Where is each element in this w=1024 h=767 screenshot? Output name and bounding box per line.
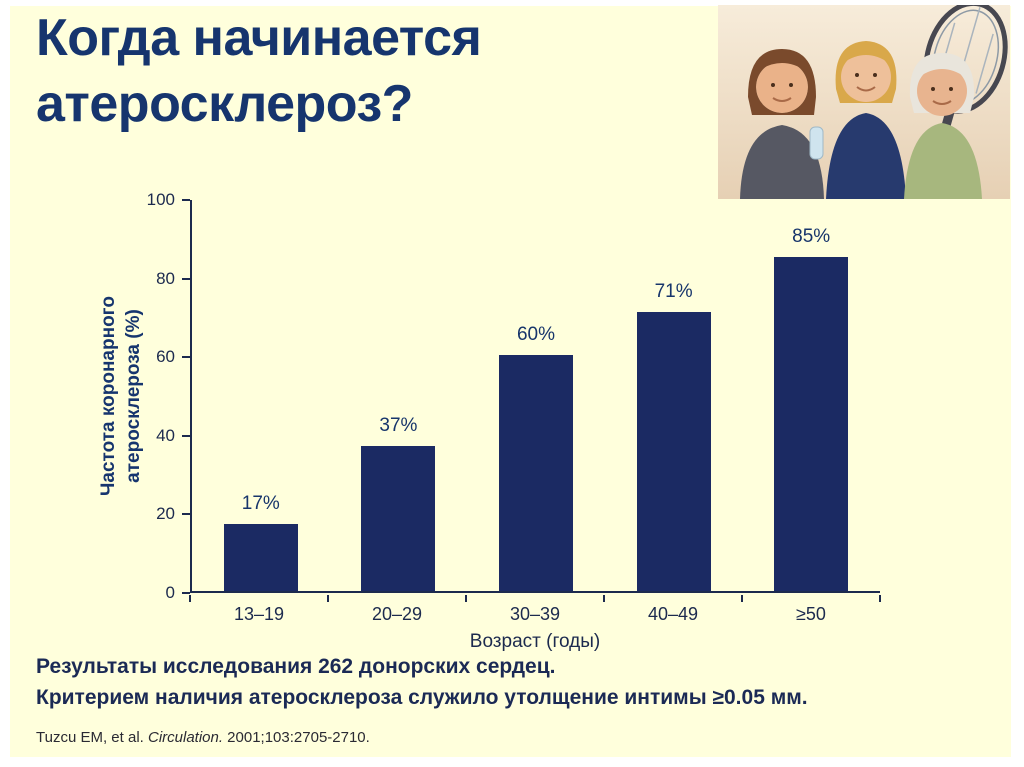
- bar-column: 71%: [605, 200, 743, 591]
- x-category-label: 30–39: [509, 604, 561, 624]
- x-axis-ticks: [189, 595, 881, 602]
- category-row: 13–19 20–29 30–39 40–49 ≥50: [190, 604, 880, 625]
- y-tick: 20: [156, 504, 190, 524]
- bar-column: 60%: [467, 200, 605, 591]
- y-tick-label: 0: [165, 583, 175, 602]
- bar: [774, 256, 849, 591]
- bar: [498, 355, 573, 591]
- y-axis-ticks: 0 20 40 60 80 100: [122, 190, 190, 602]
- x-tick-mark: [465, 595, 467, 602]
- citation-journal: Circulation.: [147, 729, 224, 746]
- title-line-2: атеросклероз?: [36, 74, 413, 133]
- y-tick-label: 60: [156, 347, 175, 367]
- plot-area: 17% 37% 60% 71% 85%: [190, 200, 880, 593]
- x-tick-mark: [327, 595, 329, 602]
- y-tick: 0: [166, 583, 190, 603]
- bar-value-label: 17%: [241, 493, 280, 515]
- title-line-1: Когда начинается: [36, 9, 482, 67]
- bar-value-label: 37%: [379, 414, 418, 436]
- x-axis-label: Возраст (годы): [469, 631, 601, 652]
- x-tick-mark: [879, 595, 881, 602]
- bar-column: 17%: [192, 200, 330, 591]
- criteria-text: Критерием наличия атеросклероза служило …: [36, 686, 808, 709]
- women-photo: [718, 5, 1010, 199]
- x-tick-mark: [603, 595, 605, 602]
- bar: [636, 312, 711, 591]
- y-tick-label: 20: [156, 504, 175, 524]
- study-results-text: Результаты исследования 262 донорских се…: [36, 655, 556, 678]
- y-tick-label: 40: [156, 425, 175, 445]
- bar-value-label: 60%: [516, 324, 555, 346]
- x-category-label: 40–49: [647, 604, 699, 624]
- y-tick-mark: [182, 356, 190, 359]
- x-category-label: 20–29: [371, 604, 423, 624]
- y-tick: 40: [156, 426, 190, 446]
- citation: Tuzcu EM, et al. Circulation. 2001;103:2…: [36, 729, 370, 746]
- y-tick: 60: [156, 347, 190, 367]
- bar-value-label: 85%: [792, 225, 831, 247]
- y-tick-label: 100: [146, 190, 175, 209]
- y-tick-mark: [182, 513, 190, 516]
- page-title: Когда начинается атеросклероз?: [36, 6, 482, 137]
- bar: [361, 445, 436, 591]
- citation-reference: 2001;103:2705-2710.: [223, 729, 370, 746]
- y-tick-mark: [182, 277, 190, 280]
- y-tick-mark: [182, 199, 190, 201]
- x-category-label: 13–19: [233, 604, 285, 624]
- x-category-label: ≥50: [796, 604, 826, 624]
- bar-column: 37%: [330, 200, 468, 591]
- x-tick-mark: [741, 595, 743, 602]
- y-tick-label: 80: [156, 268, 175, 288]
- citation-authors: Tuzcu EM, et al.: [36, 729, 148, 746]
- bar: [223, 524, 298, 591]
- y-tick-mark: [182, 434, 190, 437]
- x-tick-mark: [189, 595, 191, 602]
- bar-value-label: 71%: [654, 281, 693, 302]
- bar-column: 85%: [742, 200, 880, 591]
- y-tick: 80: [156, 269, 190, 289]
- y-tick: 100: [147, 190, 190, 210]
- y-tick-mark: [182, 592, 190, 594]
